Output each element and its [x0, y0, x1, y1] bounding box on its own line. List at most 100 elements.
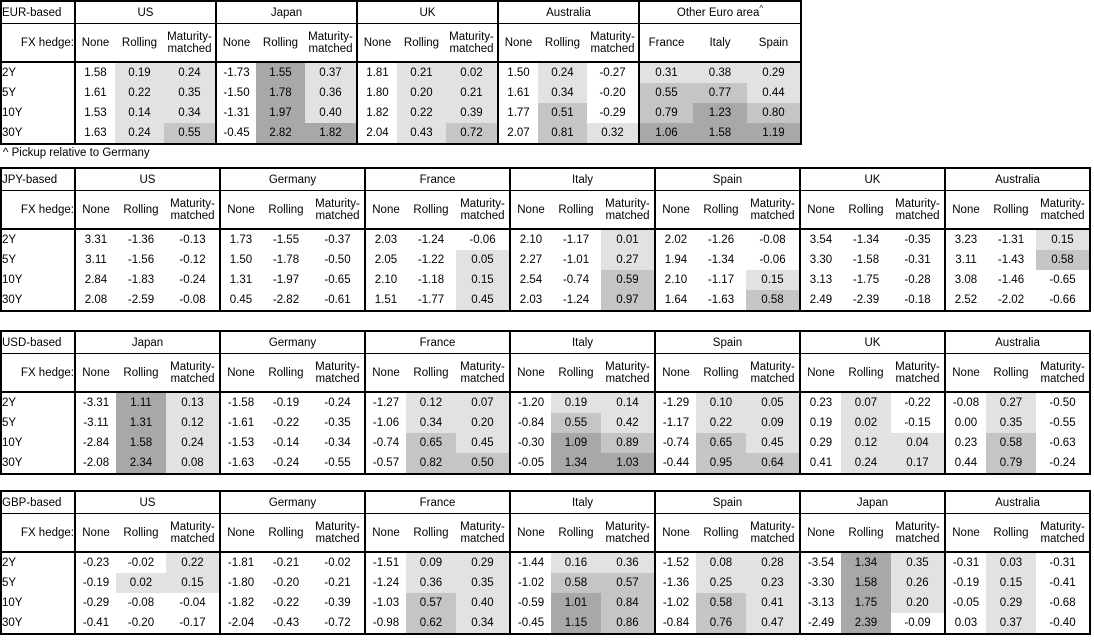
data-cell: -1.97 — [272, 274, 300, 286]
data-cell: 1.09 — [551, 433, 601, 453]
tenor-label: 5Y — [1, 250, 76, 270]
data-cell: 0.00 — [944, 413, 986, 433]
data-cell: 1.31 — [219, 270, 261, 290]
data-cell: -0.17 — [179, 617, 206, 629]
data-cell: -0.08 — [759, 234, 786, 246]
data-cell: -0.35 — [324, 417, 351, 429]
data-cell: -0.12 — [179, 254, 206, 266]
data-cell: -1.03 — [364, 593, 406, 613]
data-cell: -0.45 — [509, 613, 551, 634]
column-header: None — [74, 513, 116, 553]
data-cell: 0.04 — [891, 433, 945, 453]
data-cell: -1.34 — [852, 234, 880, 246]
data-cell: 0.20 — [456, 413, 510, 433]
tenor-label: 5Y — [1, 83, 76, 103]
table-row: 2Y -0.23 -0.02 0.22 -1.81 -0.21 -0.02 -1.51 0.09… — [1, 552, 1090, 573]
data-cell: -1.58 — [852, 254, 880, 266]
data-cell: 3.13 — [799, 270, 841, 290]
data-cell: 0.79 — [986, 453, 1036, 474]
column-header: None — [74, 353, 116, 393]
data-cell: 0.15 — [166, 573, 220, 593]
data-cell: 1.34 — [551, 453, 601, 474]
data-cell: -0.20 — [272, 577, 300, 589]
column-header: None — [219, 353, 261, 393]
data-cell: 0.89 — [601, 433, 655, 453]
data-cell: -0.65 — [324, 274, 351, 286]
data-cell: 0.45 — [456, 290, 510, 311]
data-cell: -0.61 — [324, 294, 351, 306]
data-cell: 1.58 — [74, 62, 115, 83]
column-header: None — [654, 353, 696, 393]
data-cell: -1.31 — [215, 103, 256, 123]
data-cell: 1.82 — [356, 103, 397, 123]
data-cell: 0.26 — [891, 573, 945, 593]
data-cell: 0.24 — [538, 62, 587, 83]
data-cell: -0.43 — [272, 617, 300, 629]
data-cell: 0.23 — [944, 433, 986, 453]
data-cell: -2.82 — [272, 294, 300, 306]
column-header: None — [654, 513, 696, 553]
data-cell: 0.09 — [406, 552, 456, 573]
column-header: Spain — [747, 23, 801, 63]
data-cell: 0.34 — [164, 103, 216, 123]
data-cell: 3.11 — [74, 250, 116, 270]
data-cell: -1.01 — [562, 254, 590, 266]
column-header: Rolling — [261, 353, 311, 393]
data-cell: 0.02 — [841, 413, 891, 433]
data-cell: 0.59 — [601, 270, 655, 290]
data-cell: 0.29 — [986, 593, 1036, 613]
column-header: Rolling — [406, 513, 456, 553]
data-cell: 3.54 — [799, 229, 841, 250]
data-cell: 2.04 — [356, 123, 397, 144]
data-cell: -0.20 — [127, 617, 155, 629]
table-base-label: USD-based — [1, 331, 76, 354]
column-header: Maturity-matched — [456, 353, 510, 393]
data-cell: -1.83 — [127, 274, 155, 286]
data-cell: 0.84 — [601, 593, 655, 613]
table-base-label: GBP-based — [1, 491, 76, 514]
country-header: Australia — [944, 491, 1090, 514]
data-cell: 0.45 — [746, 433, 800, 453]
column-header: Rolling — [115, 23, 164, 63]
data-cell: 0.05 — [456, 250, 510, 270]
column-header: None — [509, 513, 551, 553]
data-cell: 0.58 — [1036, 250, 1090, 270]
table-row: 30Y -2.08 2.34 0.08 -1.63 -0.24 -0.55 -0.57 0.82… — [1, 453, 1090, 474]
data-cell: 1.01 — [551, 593, 601, 613]
data-cell: 0.07 — [841, 392, 891, 413]
data-cell: -0.29 — [74, 593, 116, 613]
data-cell: -1.73 — [215, 62, 256, 83]
table-row: 5Y 3.11 -1.56 -0.12 1.50 -1.78 -0.50 2.05 -1.22 0… — [1, 250, 1090, 270]
data-cell: 0.19 — [115, 62, 164, 83]
column-header: None — [74, 23, 115, 63]
data-cell: 0.97 — [601, 290, 655, 311]
data-cell: 1.81 — [356, 62, 397, 83]
data-cell: 2.54 — [509, 270, 551, 290]
table-row: 5Y -3.11 1.31 0.12 -1.61 -0.22 -0.35 -1.06 0.34 0… — [1, 413, 1090, 433]
data-cell: -1.63 — [707, 294, 735, 306]
column-header: Rolling — [696, 513, 746, 553]
data-cell: 0.08 — [696, 552, 746, 573]
data-cell: 0.05 — [746, 392, 800, 413]
data-cell: -0.21 — [324, 577, 351, 589]
data-cell: -1.17 — [654, 413, 696, 433]
data-cell: -3.31 — [74, 392, 116, 413]
data-cell: 0.41 — [799, 453, 841, 474]
data-cell: -1.56 — [127, 254, 155, 266]
data-cell: -1.81 — [219, 552, 261, 573]
data-cell: 0.58 — [746, 290, 800, 311]
data-cell: -1.02 — [509, 573, 551, 593]
data-cell: 3.11 — [944, 250, 986, 270]
data-cell: 3.08 — [944, 270, 986, 290]
data-cell: -0.15 — [904, 417, 931, 429]
country-header: UK — [799, 331, 945, 354]
table-row: 2Y 1.58 0.19 0.24 -1.73 1.55 0.37 1.81 0.21 0.02 1… — [1, 62, 801, 83]
data-cell: 0.20 — [891, 593, 945, 613]
data-cell: 2.03 — [509, 290, 551, 311]
data-cell: -0.35 — [904, 234, 931, 246]
column-header: Maturity-matched — [891, 190, 945, 230]
country-header: France — [364, 168, 510, 191]
data-cell: 0.15 — [986, 573, 1036, 593]
data-cell: -0.21 — [272, 557, 300, 569]
data-cell: -2.84 — [74, 433, 116, 453]
